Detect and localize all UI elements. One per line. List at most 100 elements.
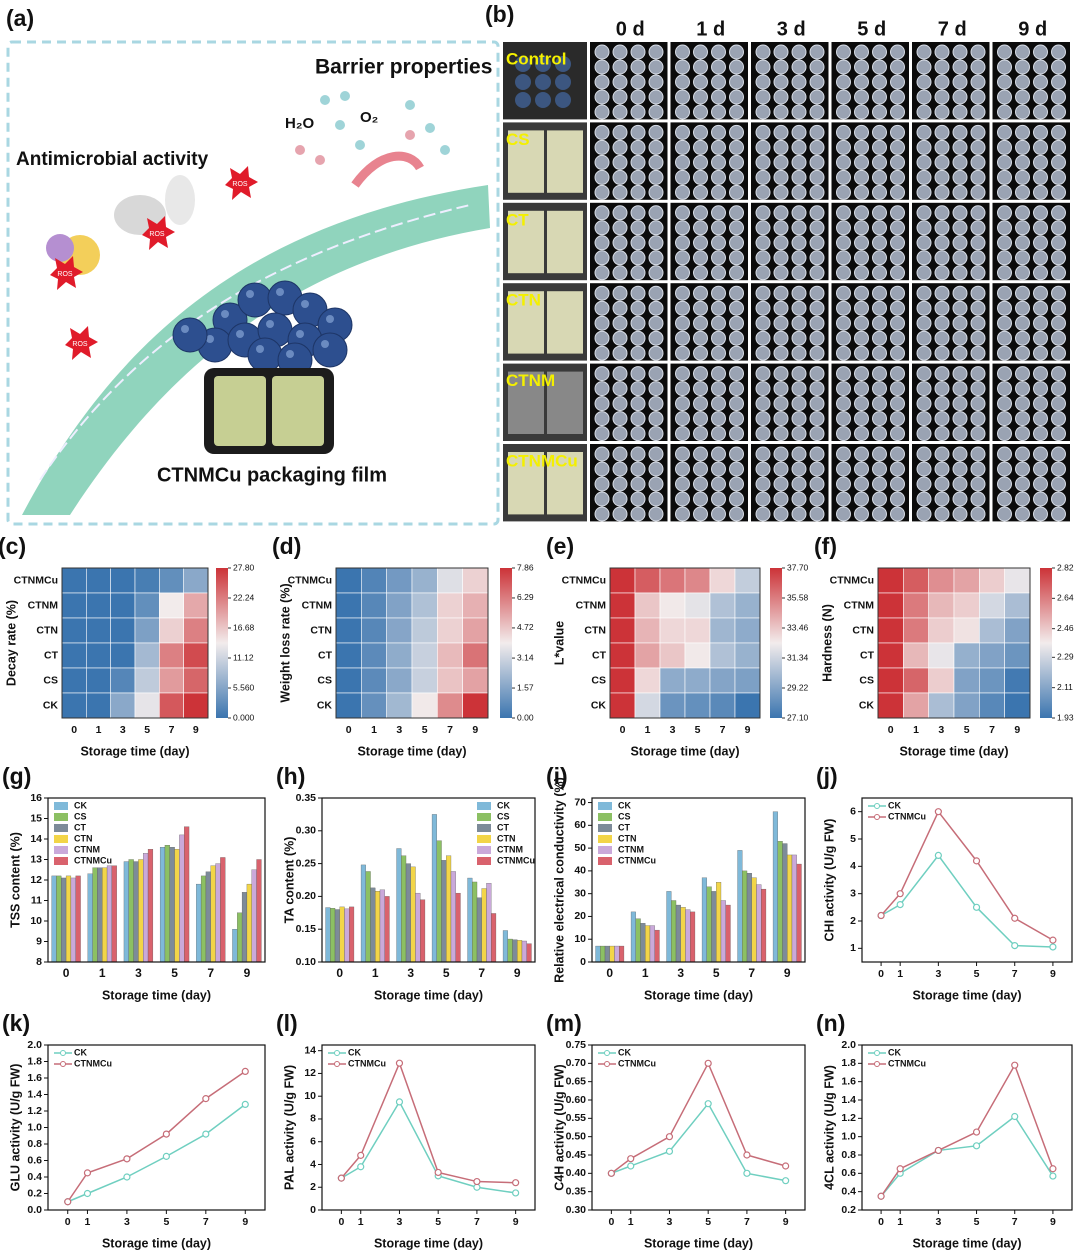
berry — [675, 154, 690, 170]
berry — [675, 59, 690, 75]
berry — [729, 476, 744, 492]
y-tick-label: 70 — [574, 796, 586, 808]
point — [627, 1155, 635, 1163]
berry — [836, 169, 851, 185]
berry — [1051, 366, 1066, 382]
x-tick-label: 7 — [169, 724, 175, 736]
y-tick-label: CS — [317, 674, 332, 686]
heatmap-cell — [953, 692, 980, 719]
heatmap-cell — [877, 642, 904, 669]
berry — [648, 184, 664, 200]
heatmap-cell — [462, 617, 489, 644]
berry — [594, 426, 610, 442]
berry — [1051, 506, 1066, 522]
berry — [594, 124, 610, 140]
berry — [916, 44, 932, 60]
berry — [755, 235, 771, 251]
berry — [693, 330, 708, 346]
berry — [594, 139, 610, 155]
berry — [791, 59, 807, 75]
berry — [612, 124, 628, 140]
berry — [711, 44, 726, 60]
x-tick-label: 3 — [407, 966, 414, 980]
heatmap-cell — [110, 642, 136, 669]
berry — [755, 285, 771, 301]
berry — [755, 205, 771, 221]
berry — [952, 300, 968, 316]
heatmap-cell — [953, 642, 980, 669]
bacterium — [46, 234, 74, 262]
berry — [916, 285, 932, 301]
berry — [934, 506, 950, 522]
y-tick-label: 10 — [30, 915, 42, 927]
berry — [675, 411, 690, 427]
berry — [711, 235, 726, 251]
berry — [916, 381, 932, 397]
berry — [836, 89, 851, 105]
berry — [594, 104, 610, 120]
point — [123, 1173, 131, 1181]
heatmap-cell — [709, 667, 736, 694]
bar — [379, 889, 385, 963]
heatmap-cell — [361, 592, 387, 619]
berry — [594, 44, 610, 60]
colorbar-label: 33.46 — [787, 622, 809, 632]
heatmap-cell — [335, 567, 362, 594]
berry — [773, 426, 789, 442]
bar — [600, 945, 606, 963]
berry — [755, 366, 771, 382]
berry — [809, 426, 825, 442]
x-tick-label: 3 — [935, 1216, 941, 1228]
berry — [1051, 59, 1066, 75]
berry — [675, 169, 690, 185]
berry — [729, 139, 744, 155]
bar — [339, 906, 345, 963]
heatmap-cell — [877, 567, 904, 594]
berry — [755, 124, 771, 140]
berry-shine — [286, 350, 294, 358]
y-tick-label: 10 — [574, 933, 586, 945]
berry — [1015, 265, 1030, 281]
berry — [612, 381, 628, 397]
x-tick-label: 1 — [645, 724, 651, 736]
point — [512, 1189, 520, 1197]
berry — [648, 89, 664, 105]
berry — [1033, 491, 1048, 507]
point — [1011, 1061, 1019, 1069]
point — [357, 1151, 365, 1159]
berry — [791, 124, 807, 140]
legend-label: CTNM — [74, 844, 100, 854]
berry — [693, 59, 708, 75]
berry — [997, 476, 1012, 492]
berry — [854, 154, 869, 170]
berry — [997, 154, 1012, 170]
berry-shine — [246, 290, 254, 298]
heatmap-cell — [1004, 692, 1031, 719]
y-axis-title: C4H activity (U/g FW) — [552, 1064, 566, 1190]
heatmap-cell — [953, 617, 980, 644]
y-axis-title: Decay rate (%) — [4, 600, 18, 686]
berry — [952, 345, 968, 361]
berry — [711, 476, 726, 492]
line — [610, 1061, 786, 1174]
bar — [742, 870, 748, 963]
heatmap-cell — [386, 617, 413, 644]
legend-marker — [60, 1050, 66, 1056]
berry — [872, 411, 887, 427]
berry — [693, 154, 708, 170]
heatmap-cell — [684, 642, 711, 669]
berry — [872, 461, 887, 477]
berry — [1051, 491, 1066, 507]
berry — [952, 124, 968, 140]
y-tick-label: 0.65 — [566, 1075, 587, 1087]
heatmap-cell — [903, 617, 929, 644]
bar — [796, 863, 802, 963]
heatmap-cell — [877, 692, 904, 719]
berry — [1033, 44, 1048, 60]
ros-star: ROS — [225, 166, 258, 200]
berry — [312, 332, 348, 368]
berry — [970, 220, 986, 236]
berry — [1033, 396, 1048, 412]
berry — [711, 184, 726, 200]
berry — [916, 315, 932, 331]
